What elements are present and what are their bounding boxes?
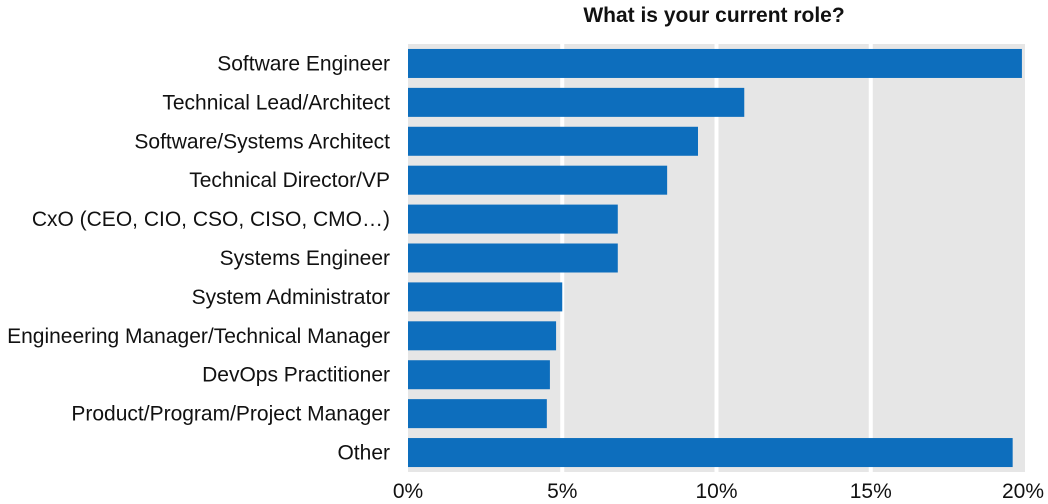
x-tick-label: 0% <box>393 480 423 503</box>
category-label: Other <box>337 442 390 465</box>
category-label: Software/Systems Architect <box>134 130 390 153</box>
x-tick-label: 15% <box>850 480 892 503</box>
bar <box>408 165 668 195</box>
category-label: Technical Lead/Architect <box>162 91 390 114</box>
x-tick-label: 20% <box>1002 480 1044 503</box>
category-label: CxO (CEO, CIO, CSO, CISO, CMO…) <box>32 208 390 231</box>
category-label: Technical Director/VP <box>189 169 390 192</box>
x-tick-label: 10% <box>695 480 737 503</box>
category-label: DevOps Practitioner <box>202 364 390 387</box>
x-tick-label: 5% <box>547 480 577 503</box>
bar <box>408 204 618 234</box>
category-label: System Administrator <box>192 286 390 309</box>
bar <box>408 321 557 351</box>
bar <box>408 126 698 156</box>
bar <box>408 282 563 312</box>
bar <box>408 243 618 273</box>
category-label: Product/Program/Project Manager <box>71 403 390 426</box>
bar <box>408 360 550 390</box>
bar <box>408 438 1013 468</box>
category-labels: Software Engineer Technical Lead/Architec… <box>7 52 390 464</box>
category-label: Systems Engineer <box>220 247 390 270</box>
bar <box>408 399 547 429</box>
category-label: Software Engineer <box>217 52 390 75</box>
x-tick-labels: 0% 5% 10% 15% 20% <box>393 480 1044 503</box>
chart-title: What is your current role? <box>583 4 844 27</box>
bar <box>408 48 1022 78</box>
bars <box>408 48 1022 468</box>
bar <box>408 87 745 117</box>
category-label: Engineering Manager/Technical Manager <box>7 325 390 348</box>
